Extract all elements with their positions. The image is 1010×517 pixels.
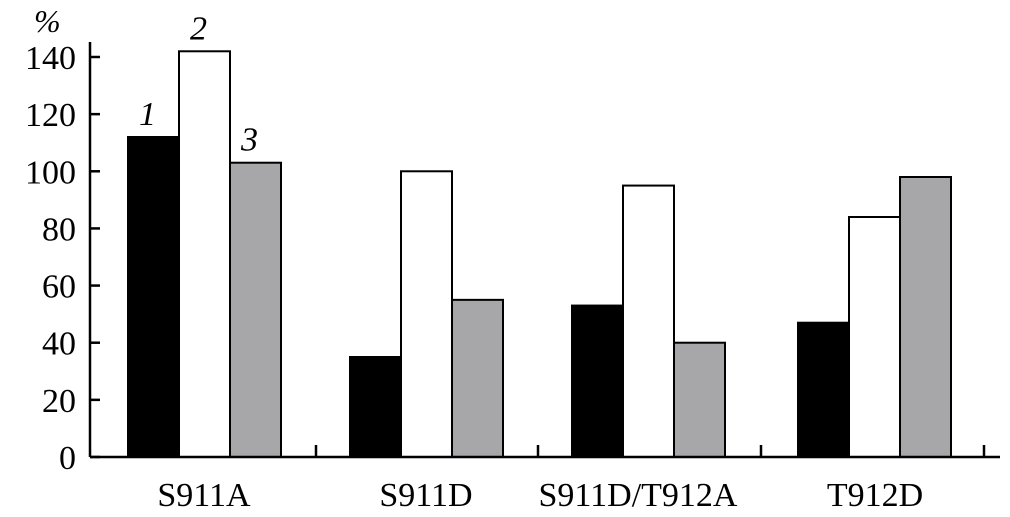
x-axis-ticks bbox=[314, 445, 986, 457]
axes bbox=[88, 42, 1000, 459]
series-number-label: 1 bbox=[139, 96, 156, 133]
y-tick-label: 120 bbox=[25, 97, 76, 134]
y-tick-label: 80 bbox=[42, 211, 76, 248]
bar-s911a-series-2 bbox=[178, 50, 231, 459]
bar-s911d-t912a-series-3 bbox=[673, 341, 726, 459]
bar-t912d-series-2 bbox=[848, 216, 901, 458]
bar-s911a-series-1 bbox=[127, 136, 180, 458]
series-number-label: 2 bbox=[190, 10, 207, 47]
category-labels: S911A S911D S911D/T912A T912D bbox=[157, 477, 923, 514]
category-label: S911A bbox=[157, 477, 251, 514]
series-labels: 1 2 3 bbox=[139, 10, 258, 158]
category-label: S911D/T912A bbox=[539, 477, 738, 514]
bar-t912d-series-1 bbox=[797, 321, 850, 459]
series-number-label: 3 bbox=[240, 122, 258, 159]
bar-s911d-series-3 bbox=[451, 298, 504, 458]
bars bbox=[127, 50, 952, 459]
bar-s911d-series-2 bbox=[400, 170, 453, 459]
bar-s911a-series-3 bbox=[229, 161, 282, 458]
y-tick-label: 20 bbox=[42, 383, 76, 420]
y-tick-label: 100 bbox=[25, 154, 76, 191]
bar-t912d-series-3 bbox=[899, 176, 952, 458]
y-tick-label: 140 bbox=[25, 40, 76, 77]
bar-s911d-t912a-series-1 bbox=[571, 304, 624, 459]
y-axis-unit-label: % bbox=[34, 3, 61, 39]
bar-s911d-t912a-series-2 bbox=[622, 184, 675, 458]
y-tick-label: 0 bbox=[59, 440, 76, 477]
y-tick-label: 60 bbox=[42, 269, 76, 306]
bar-s911d-series-1 bbox=[349, 356, 402, 458]
category-label: T912D bbox=[827, 477, 923, 514]
y-tick-label: 40 bbox=[42, 326, 76, 363]
category-label: S911D bbox=[379, 477, 472, 514]
y-axis-ticks: 0 20 40 60 80 100 120 140 bbox=[25, 40, 100, 477]
